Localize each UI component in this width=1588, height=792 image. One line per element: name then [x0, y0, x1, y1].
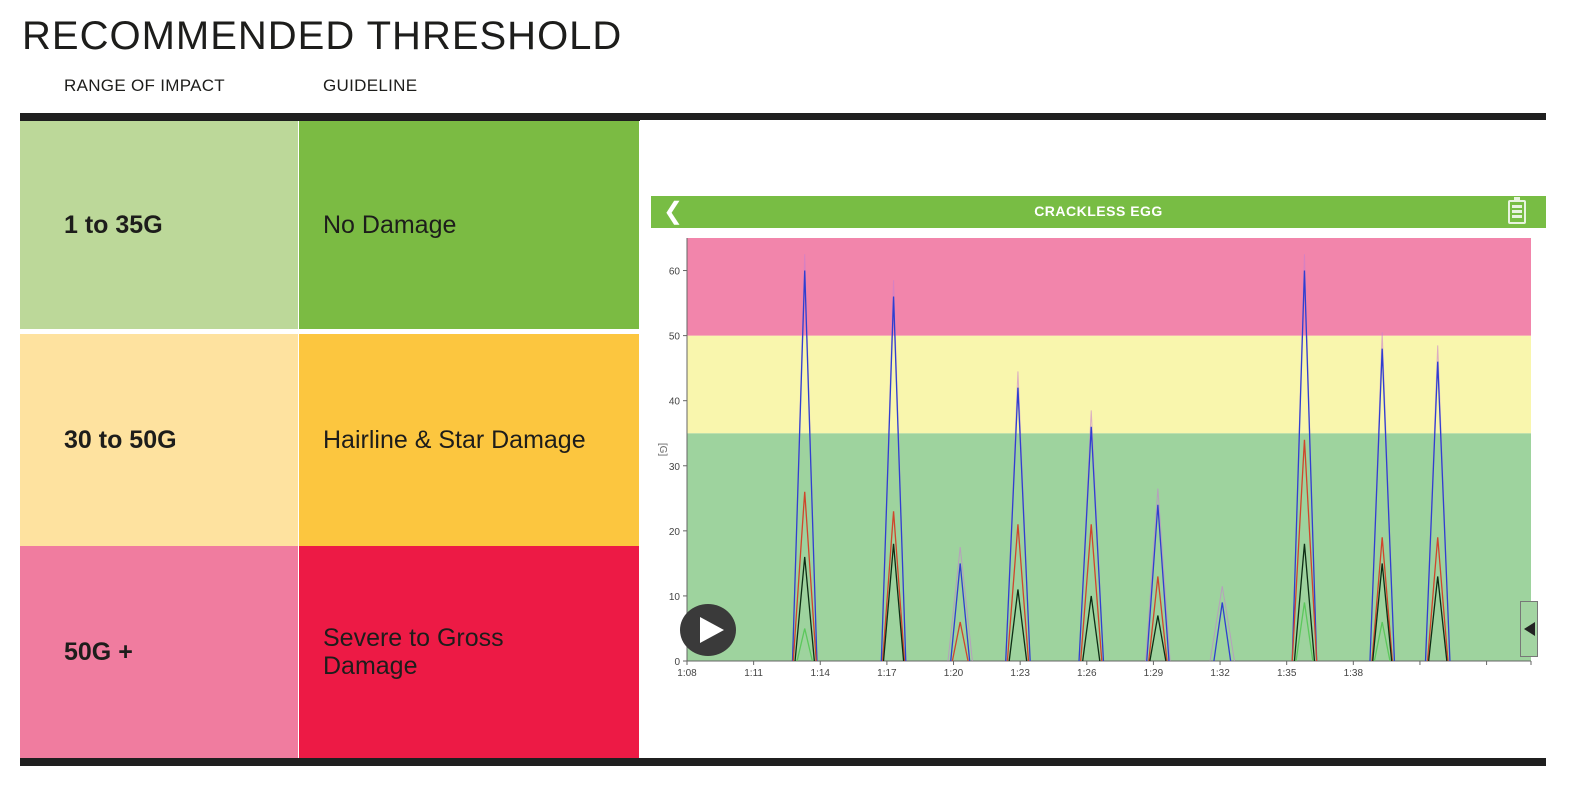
series-2-peak: [1149, 615, 1167, 662]
series-2-peak: [1372, 563, 1393, 662]
x-tick-label: 1:08: [677, 668, 697, 679]
chevron-left-icon[interactable]: ❮: [663, 198, 684, 225]
y-tick-label: 30: [669, 462, 681, 473]
bottom-rule: [20, 758, 1546, 766]
series-2-peak: [1082, 595, 1101, 662]
range-label: 50G +: [64, 637, 133, 666]
series-2-peak: [1427, 576, 1448, 662]
y-tick-label: 0: [674, 657, 680, 668]
x-tick-label: 1:11: [744, 668, 763, 679]
timeline-scroll-handle[interactable]: [1520, 601, 1538, 657]
series-3-peak: [796, 628, 813, 662]
series-0-peak: [880, 296, 907, 662]
y-tick-label: 50: [669, 332, 681, 343]
x-tick-label: 1:35: [1277, 668, 1297, 679]
guideline-cell-medium: Hairline & Star Damage: [299, 334, 639, 546]
series-3-peak: [1295, 602, 1314, 662]
range-cell-high: 50G +: [20, 546, 298, 758]
series-1-peak: [1148, 576, 1168, 662]
zone-band: [687, 335, 1531, 434]
x-tick-label: 1:14: [811, 668, 831, 679]
zone-band: [687, 238, 1531, 336]
range-label: 1 to 35G: [64, 210, 163, 239]
guideline-column-header: GUIDELINE: [323, 76, 418, 95]
range-cell-low: 1 to 35G: [20, 121, 298, 329]
series-1-peak: [792, 491, 817, 662]
peak-halo: [1145, 488, 1171, 662]
app-title: CRACKLESS EGG: [1034, 203, 1163, 219]
range-label: 30 to 50G: [64, 425, 177, 454]
series-1-peak: [1371, 537, 1394, 662]
range-cell-medium: 30 to 50G: [20, 334, 298, 546]
battery-icon: [1508, 197, 1526, 224]
series-1-peak: [1291, 439, 1318, 662]
series-2-peak: [1293, 543, 1316, 662]
series-0-peak: [1078, 426, 1105, 662]
y-tick-label: 40: [669, 397, 681, 408]
app-header-bar: ❮ CRACKLESS EGG: [651, 196, 1546, 228]
series-1-peak: [1006, 524, 1030, 662]
page-title: RECOMMENDED THRESHOLD: [22, 14, 623, 58]
x-tick-label: 1:17: [877, 668, 897, 679]
x-tick-label: 1:29: [1144, 668, 1164, 679]
top-rule: [20, 113, 1546, 121]
series-0-peak: [1146, 504, 1170, 662]
guideline-label: Severe to Gross Damage: [323, 624, 504, 680]
y-axis-label: [G]: [657, 443, 668, 457]
x-tick-label: 1:20: [944, 668, 964, 679]
y-tick-label: 60: [669, 267, 681, 278]
series-0-peak: [1005, 387, 1031, 662]
series-0-peak: [1213, 602, 1232, 662]
y-tick-label: 20: [669, 527, 681, 538]
x-tick-label: 1:32: [1210, 668, 1230, 679]
x-tick-label: 1:26: [1077, 668, 1097, 679]
series-2-peak: [794, 556, 816, 662]
series-3-peak: [1373, 621, 1391, 662]
series-2-peak: [882, 543, 905, 662]
guideline-label: Hairline & Star Damage: [323, 426, 586, 454]
series-1-peak: [951, 621, 969, 662]
series-1-peak: [1426, 537, 1449, 662]
guideline-cell-low: No Damage: [299, 121, 639, 329]
range-column-header: RANGE OF IMPACT: [64, 76, 225, 95]
series-0-peak: [1291, 270, 1318, 662]
series-2-peak: [1008, 589, 1028, 662]
series-1-peak: [881, 511, 906, 662]
series-0-peak: [1369, 348, 1396, 662]
series-0-peak: [950, 563, 971, 662]
guideline-label: No Damage: [323, 211, 457, 239]
series-0-peak: [791, 270, 818, 662]
peak-halo: [947, 547, 973, 662]
impact-chart: 0 10 20 30 40 50 60 [G] 1:08 1:11 1:14 1:17 1:20 1:23…: [657, 238, 1532, 679]
x-tick-label: 1:23: [1010, 668, 1030, 679]
y-tick-label: 10: [669, 592, 681, 603]
series-1-peak: [1080, 524, 1103, 662]
guideline-cell-high: Severe to Gross Damage: [299, 546, 639, 758]
series-0-peak: [1424, 361, 1451, 662]
play-icon[interactable]: [680, 604, 736, 656]
x-tick-label: 1:38: [1344, 668, 1364, 679]
peak-halo: [1209, 586, 1235, 662]
